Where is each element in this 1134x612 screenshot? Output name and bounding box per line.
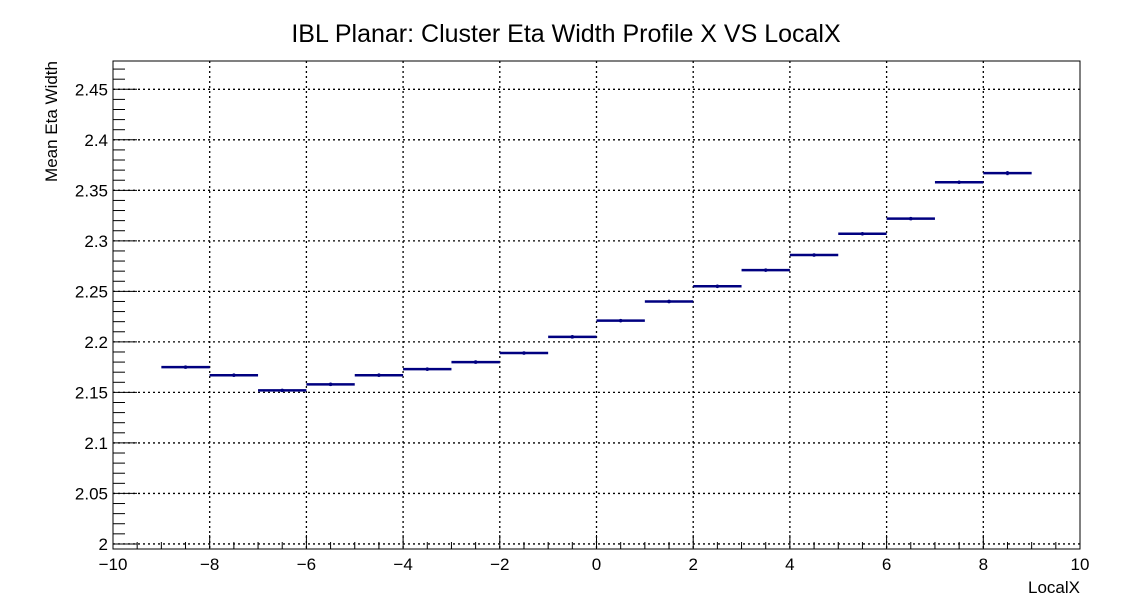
profile-bin [209, 373, 259, 378]
profile-bin [693, 284, 742, 289]
chart-title: IBL Planar: Cluster Eta Width Profile X … [291, 20, 841, 48]
bin-marker [763, 268, 768, 272]
bin-marker [522, 351, 526, 355]
profile-bin [548, 335, 597, 339]
bin-marker [280, 388, 285, 393]
profile-bin [403, 367, 452, 371]
y-tick-label: 2.15 [75, 383, 108, 402]
x-tick-label: −6 [297, 555, 316, 574]
bin-marker [812, 253, 816, 257]
x-tick-label: −10 [99, 555, 128, 574]
profile-bin [258, 388, 307, 393]
x-tick-label: 4 [785, 555, 794, 574]
profile-bin [741, 268, 790, 272]
profile-bin [499, 351, 549, 355]
bin-marker [860, 231, 865, 236]
y-tick-label: 2.1 [84, 434, 108, 453]
bin-marker [377, 373, 381, 378]
bin-marker [667, 299, 671, 304]
axis-ticks [112, 68, 1081, 549]
x-tick-label: −8 [200, 555, 219, 574]
x-tick-label: −2 [490, 555, 509, 574]
bin-marker [183, 365, 188, 369]
y-tick-labels: 2 2.05 2.1 2.15 2.2 2.25 2.3 2.35 2.4 2.45 [75, 80, 108, 554]
bin-marker [908, 216, 913, 221]
profile-bin [886, 216, 935, 221]
profile-bin [934, 180, 984, 185]
profile-marks [161, 171, 1032, 393]
y-tick-label: 2.45 [75, 80, 108, 99]
bin-marker [715, 284, 720, 289]
bin-marker [473, 360, 478, 364]
y-tick-label: 2 [99, 535, 108, 554]
y-tick-label: 2.4 [84, 131, 108, 150]
profile-bin [644, 299, 694, 304]
profile-bin [596, 318, 645, 323]
profile-bin [983, 171, 1032, 176]
bin-marker [425, 367, 430, 371]
bin-marker [232, 373, 236, 378]
x-tick-labels: −10 −8 −6 −4 −2 0 2 4 6 8 10 [99, 555, 1090, 574]
bin-marker [328, 382, 333, 387]
grid [113, 61, 1080, 549]
bin-marker [618, 318, 623, 323]
bin-marker [957, 180, 961, 185]
x-tick-label: 6 [882, 555, 891, 574]
y-tick-label: 2.35 [75, 181, 108, 200]
bin-marker [1005, 171, 1010, 175]
x-tick-label: 2 [688, 555, 697, 574]
plot-frame [112, 60, 1081, 550]
x-tick-label: 0 [592, 555, 601, 574]
y-tick-label: 2.25 [75, 282, 108, 301]
profile-bin [838, 231, 887, 236]
x-tick-label: 8 [979, 555, 988, 574]
y-tick-label: 2.05 [75, 484, 108, 503]
profile-bin [789, 253, 839, 257]
y-tick-label: 2.2 [84, 333, 108, 352]
y-tick-label: 2.3 [84, 232, 108, 251]
y-axis-label: Mean Eta Width [42, 61, 61, 182]
profile-bin [306, 382, 355, 387]
profile-bin [451, 360, 500, 364]
profile-bin [354, 373, 404, 378]
x-tick-label: 10 [1071, 555, 1090, 574]
x-tick-label: −4 [393, 555, 412, 574]
profile-bin [161, 365, 210, 369]
x-axis-label: LocalX [1028, 578, 1080, 597]
bin-marker [570, 335, 575, 339]
